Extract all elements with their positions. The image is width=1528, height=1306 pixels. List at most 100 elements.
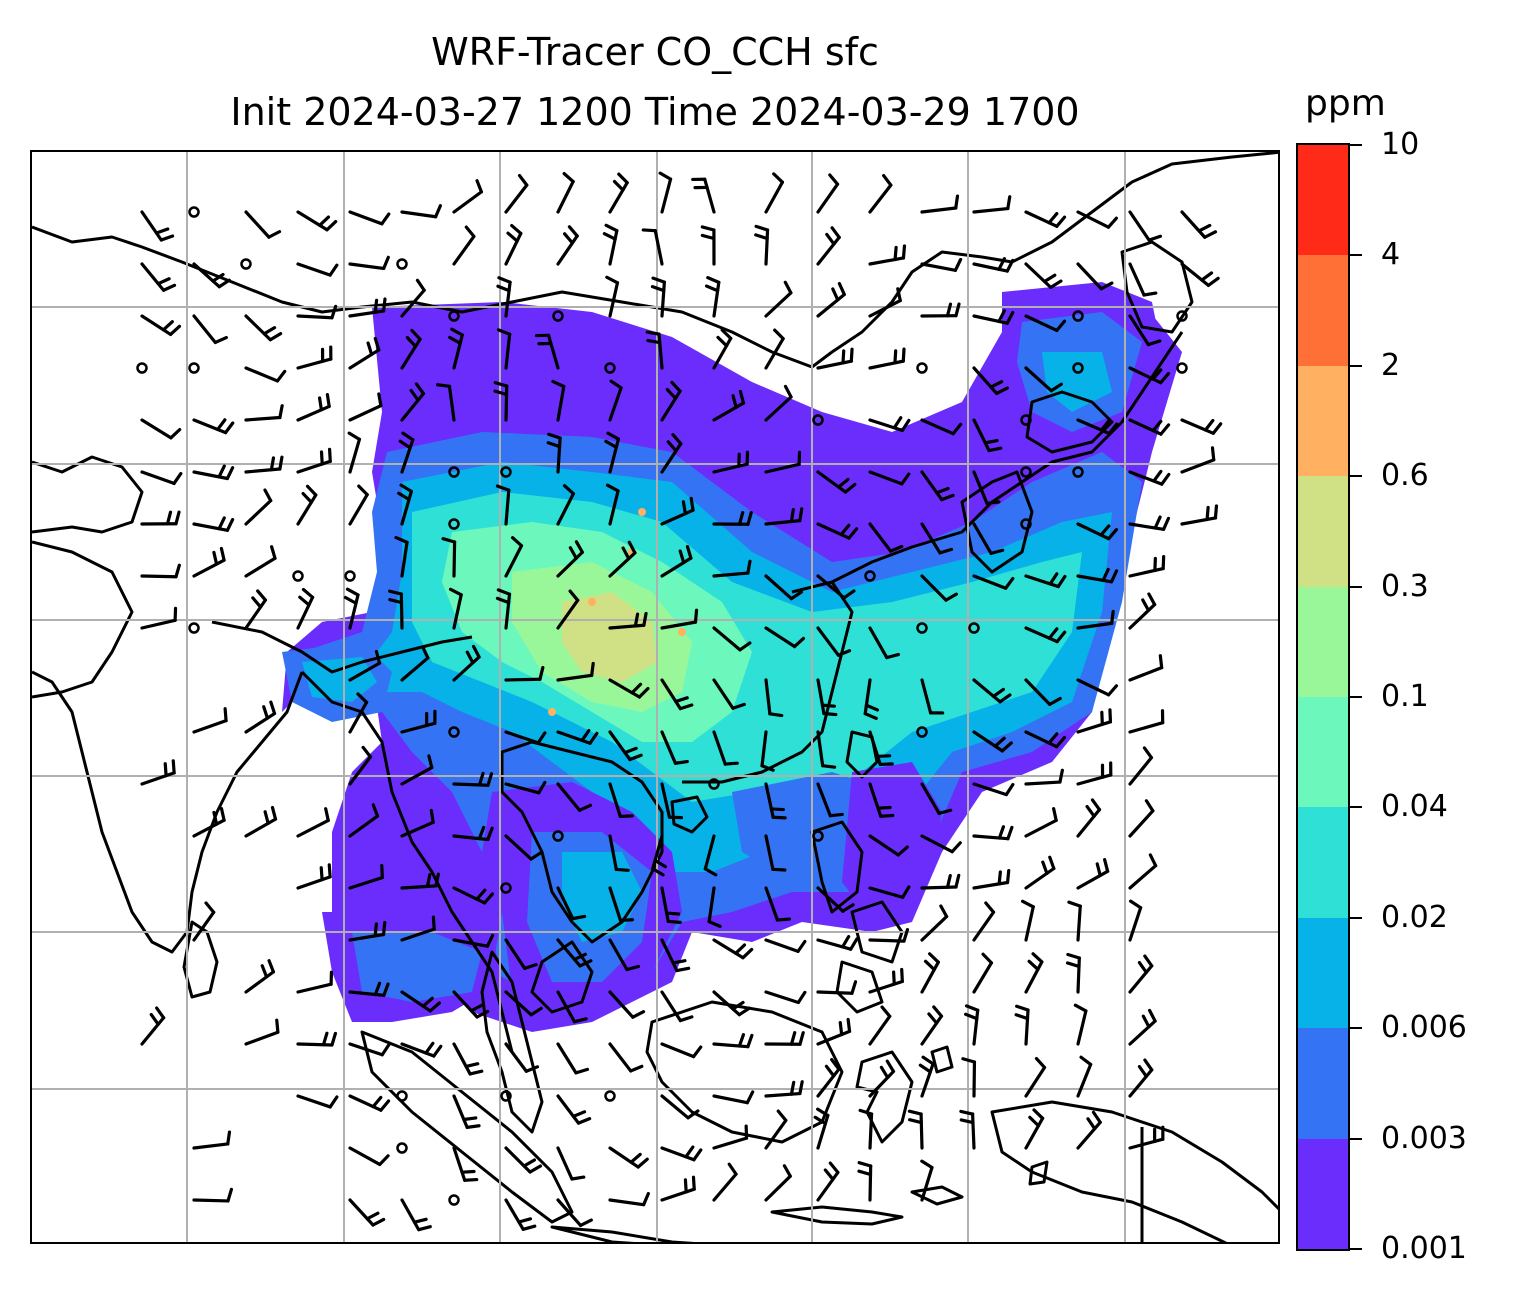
wind-barb [660,886,682,924]
wind-barb [435,383,456,422]
wind-barb-shaft [712,401,746,422]
wind-barb-flag [642,1191,650,1207]
wind-barb-flag [885,652,900,660]
wind-barb-flag [380,212,391,226]
wind-barb-flag [900,967,904,984]
wind-barb-shaft [244,467,282,474]
wind-barb [1128,515,1171,531]
wind-barb-flag [846,1017,852,1033]
wind-barb [348,981,390,997]
wind-barb-shaft [1076,956,1081,994]
wind-barb-shaft [608,386,623,422]
wind-barb-flag [572,952,587,962]
wind-barb [972,195,1012,214]
wind-barb-shaft [764,574,794,601]
wind-barb-flag [1079,1055,1093,1067]
colorbar-tick [1350,475,1362,478]
wind-barb-shaft [920,418,955,436]
wind-barb-flag [161,320,174,332]
wind-barb-shaft [712,678,735,710]
wind-barb [1128,1125,1165,1150]
wind-barb-flag [510,536,524,548]
wind-barb-flag [204,901,216,914]
wind-barb-flag [723,761,739,766]
wind-barb-flag [262,326,277,336]
wind-barb-flag [878,762,894,767]
wind-barb-flag [321,1031,329,1047]
wind-barb [972,952,994,994]
wind-barb [296,210,338,232]
wind-barb-shaft [140,1016,166,1046]
wind-barb-flag [839,523,851,537]
wind-barb-flag [263,488,273,503]
wind-barb-shaft [1128,522,1166,531]
wind-barb-shaft [868,470,904,486]
wind-barb-shaft [816,1067,841,1098]
wind-barb [764,1109,788,1150]
wind-barb-flag [892,416,903,430]
wind-barb-flag [401,431,415,442]
calm-wind-circle [136,362,148,374]
wind-barb-shaft [1024,1116,1045,1150]
wind-barb [448,587,463,630]
wind-barb-flag [772,172,784,184]
calm-wind-circle [812,414,824,426]
wind-barb [764,626,806,649]
wind-barb-shaft [1128,1068,1154,1098]
wind-barb-shaft [816,886,845,913]
wind-barb-shaft [972,678,1002,704]
wind-barb-shaft [972,730,1004,753]
wind-barb-flag [506,231,519,243]
wind-barb-flag [328,1095,339,1109]
wind-barb-flag [528,1164,543,1174]
wind-barb-shaft [244,711,277,734]
wind-barb [1180,446,1216,474]
wind-barb-shaft [504,183,529,214]
wind-barb-shaft [707,886,716,924]
wind-barb-flag [741,947,754,960]
wind-barb [972,901,996,942]
wind-barb-flag [465,650,475,665]
wind-barb [400,990,441,1013]
wind-barb [651,834,667,877]
wind-barb-shaft [556,730,592,745]
wind-barb-flag [371,803,380,818]
wind-barb-flag [460,1169,476,1174]
wind-barb [972,257,1015,273]
wind-barb [920,952,940,994]
wind-barb-flag [1066,952,1081,960]
wind-barb-flag [1159,423,1171,436]
wind-barb-flag [938,547,954,555]
wind-barb [1076,858,1110,890]
wind-barb-flag [330,1031,338,1047]
wind-barb [348,692,369,734]
wind-barb-shaft [608,938,629,972]
wind-barb-flag [984,901,996,914]
wind-barb [920,522,954,555]
calm-wind-circle [604,362,616,374]
wind-barb-flag [270,805,278,821]
wind-barb-flag [828,812,844,818]
wind-barb-flag [681,500,687,516]
wind-barb-shaft [556,1094,581,1125]
wind-barb-flag [836,649,852,657]
wind-barb-flag [165,510,173,526]
wind-barb [972,366,1009,396]
wind-barb [660,496,695,526]
wind-barb-shaft [348,814,380,838]
wind-barb [764,450,802,474]
wind-barb-flag [1014,1013,1030,1021]
wind-barb-shaft [400,765,434,786]
wind-barb [660,990,694,1023]
wind-barb-shaft [400,489,413,526]
wind-barb-flag [159,234,175,242]
wind-barb-shaft [192,719,228,734]
wind-barb-shaft [452,540,457,578]
wind-barb-shaft [1076,1062,1093,1098]
wind-barb-flag [1213,504,1219,520]
wind-barb-flag [828,1161,840,1175]
wind-barb [920,574,958,602]
wind-barb-shaft [348,1042,384,1057]
wind-barb [1024,768,1064,786]
wind-barb-shaft [712,462,749,474]
